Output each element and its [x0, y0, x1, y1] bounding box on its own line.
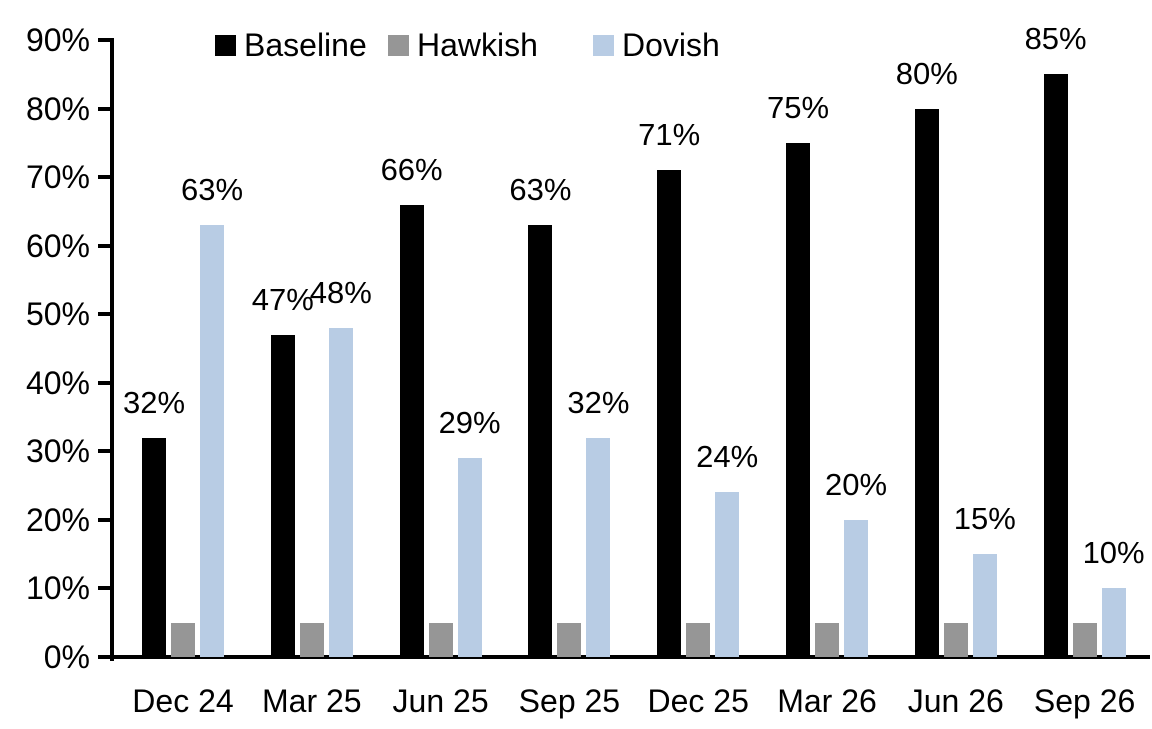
data-label-dovish-mar-26: 20%: [824, 466, 888, 502]
y-axis-tick: [98, 175, 111, 180]
y-axis-tick: [98, 449, 111, 454]
data-label-baseline-sep-26: 85%: [1024, 21, 1087, 57]
x-axis-label-dec-25: Dec 25: [647, 683, 749, 719]
bar-hawkish-jun-25: [428, 622, 453, 657]
data-label-dovish-dec-24: 63%: [180, 172, 244, 208]
data-label-dovish-mar-25: 48%: [309, 274, 372, 310]
data-label-baseline-jun-26: 80%: [895, 55, 958, 91]
legend-label: Hawkish: [417, 27, 538, 63]
legend-label: Baseline: [244, 27, 367, 63]
x-axis-label-sep-25: Sep 25: [518, 683, 621, 719]
data-label-dovish-dec-25: 24%: [696, 439, 759, 475]
y-axis-tick: [98, 586, 111, 591]
bar-hawkish-dec-24: [171, 622, 195, 657]
data-label-dovish-sep-26: 10%: [1082, 535, 1145, 571]
data-label-dovish-jun-26: 15%: [953, 501, 1016, 537]
bar-hawkish-jun-26: [943, 622, 968, 657]
legend-item-baseline: Baseline: [215, 28, 367, 62]
data-label-baseline-dec-24: 32%: [122, 384, 186, 420]
y-axis-tick: [98, 380, 111, 385]
data-label-baseline-jun-25: 66%: [380, 151, 443, 187]
y-axis-tick-label: 20%: [25, 501, 90, 538]
bar-dovish-dec-24: [200, 225, 224, 657]
x-axis-label-sep-26: Sep 26: [1033, 683, 1136, 719]
legend-item-hawkish: Hawkish: [388, 28, 538, 62]
y-axis-tick-label: 80%: [25, 90, 90, 127]
x-axis-label-jun-26: Jun 26: [907, 683, 1004, 719]
legend-swatch-icon: [215, 34, 236, 56]
bar-dovish-jun-25: [457, 458, 482, 657]
bar-hawkish-mar-25: [299, 622, 324, 657]
bar-dovish-jun-26: [972, 554, 997, 657]
bar-baseline-mar-26: [786, 142, 810, 657]
y-axis-tick: [98, 243, 111, 248]
bar-baseline-dec-24: [142, 437, 166, 657]
y-axis-tick-label: 30%: [25, 433, 90, 470]
y-axis-tick: [98, 517, 111, 522]
y-axis-tick: [98, 38, 111, 42]
y-axis-tick-label: 90%: [25, 22, 90, 58]
y-axis-tick-label: 50%: [25, 296, 90, 333]
bar-baseline-sep-26: [1043, 74, 1068, 657]
bar-dovish-sep-26: [1101, 588, 1126, 657]
bar-hawkish-sep-26: [1072, 622, 1097, 657]
data-label-baseline-sep-25: 63%: [509, 172, 572, 208]
y-axis-tick: [98, 312, 111, 317]
data-label-baseline-dec-25: 71%: [638, 117, 701, 153]
data-label-baseline-mar-26: 75%: [766, 89, 830, 125]
legend-swatch-icon: [593, 34, 614, 56]
y-axis-tick-label: 10%: [25, 570, 90, 607]
x-axis-label-mar-25: Mar 25: [262, 683, 362, 719]
bar-baseline-mar-25: [270, 334, 295, 657]
legend-item-dovish: Dovish: [593, 28, 720, 62]
x-axis-line: [98, 655, 1150, 659]
bar-baseline-dec-25: [657, 170, 682, 657]
bar-baseline-sep-25: [528, 225, 553, 657]
y-axis-tick-label: 0%: [43, 639, 90, 675]
data-label-dovish-sep-25: 32%: [567, 384, 630, 420]
bar-baseline-jun-26: [914, 108, 939, 657]
y-axis-tick: [98, 106, 111, 111]
y-axis-tick-label: 70%: [25, 159, 90, 196]
x-axis-label-dec-24: Dec 24: [132, 683, 234, 719]
x-axis-label-mar-26: Mar 26: [777, 683, 877, 719]
bar-hawkish-mar-26: [815, 622, 839, 657]
bar-dovish-mar-25: [328, 327, 353, 657]
bar-dovish-sep-25: [586, 437, 611, 657]
y-axis-tick-label: 40%: [25, 364, 90, 401]
data-label-dovish-jun-25: 29%: [438, 405, 501, 441]
bar-dovish-dec-25: [715, 492, 740, 657]
legend-label: Dovish: [622, 27, 720, 63]
bar-dovish-mar-26: [844, 519, 868, 657]
bar-hawkish-sep-25: [557, 622, 582, 657]
x-axis-label-jun-25: Jun 25: [392, 683, 489, 719]
bar-baseline-jun-25: [399, 204, 424, 657]
data-label-baseline-mar-25: 47%: [251, 281, 314, 317]
y-axis-tick: [98, 655, 111, 659]
bar-hawkish-dec-25: [686, 622, 711, 657]
y-axis-line: [110, 38, 114, 661]
y-axis-tick-label: 60%: [25, 227, 90, 264]
legend-swatch-icon: [388, 34, 409, 56]
